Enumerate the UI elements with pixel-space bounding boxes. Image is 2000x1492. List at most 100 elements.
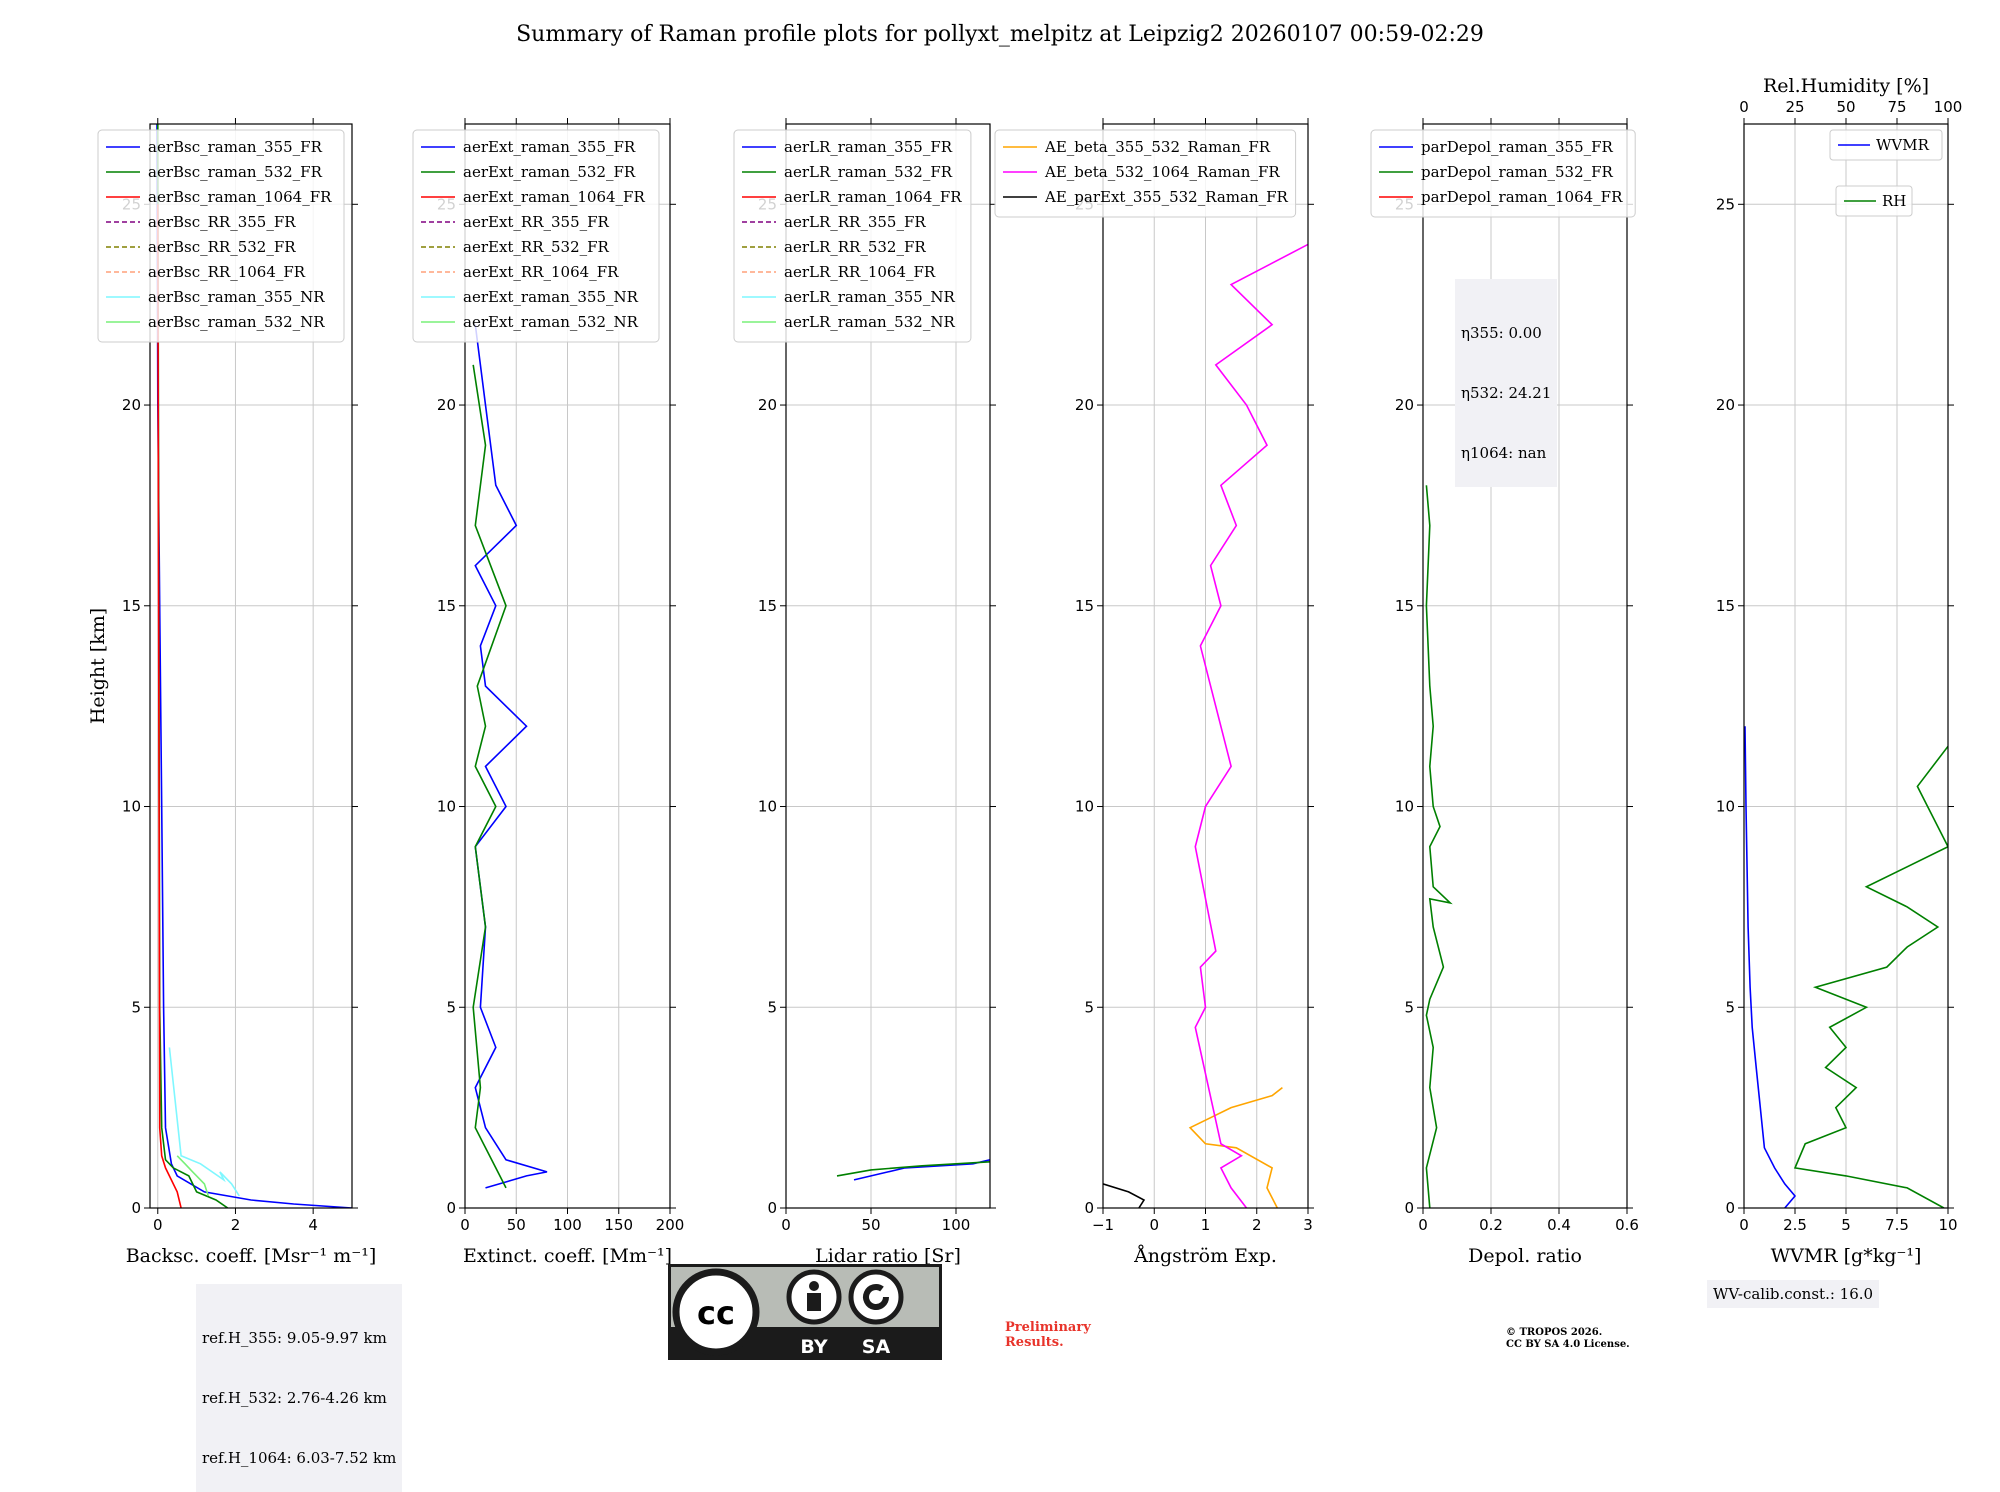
x-tick-label: 100 [553, 1216, 582, 1234]
preliminary-line-1: Preliminary [1005, 1320, 1091, 1335]
eta-box: η355: 0.00 η532: 24.21 η1064: nan [1455, 279, 1558, 487]
x-tick-label: −1 [1092, 1216, 1114, 1234]
y-tick-label: 5 [767, 998, 777, 1016]
wv-calib-box: WV-calib.const.: 16.0 [1707, 1280, 1880, 1308]
legend-label: aerBsc_raman_1064_FR [148, 188, 332, 206]
legend-label: AE_parExt_355_532_Raman_FR [1044, 188, 1289, 206]
y-tick-label: 15 [122, 597, 141, 615]
x-tick-label: 0 [460, 1216, 470, 1234]
y-tick-label: 20 [758, 396, 777, 414]
legend-label: aerLR_RR_355_FR [784, 213, 926, 231]
y-tick-label: 0 [1084, 1199, 1094, 1217]
legend-label: aerBsc_raman_532_FR [148, 163, 323, 181]
cc-text: cc [697, 1294, 735, 1332]
y-tick-label: 0 [1725, 1199, 1735, 1217]
x-tick-label: 0.2 [1479, 1216, 1503, 1234]
x-tick-label: 2.5 [1783, 1216, 1807, 1234]
y-tick-label: 25 [1716, 195, 1735, 213]
copyright-line-1: © TROPOS 2026. [1506, 1327, 1603, 1338]
legend: parDepol_raman_355_FR parDepol_raman_532_… [1370, 129, 1636, 218]
x-tick-label: 0 [1149, 1216, 1159, 1234]
y-tick-label: 15 [1395, 597, 1414, 615]
legend-label: aerLR_raman_355_NR [784, 288, 955, 306]
legend-box [412, 129, 660, 343]
x-tick-label: 0.6 [1615, 1216, 1639, 1234]
data-layer [1744, 726, 1948, 1208]
y-tick-label: 0 [446, 1199, 456, 1217]
x-tick-label: 50 [507, 1216, 526, 1234]
legend-label: aerLR_raman_355_FR [784, 138, 953, 156]
x-axis-label: WVMR [g*kg⁻¹] [1771, 1245, 1922, 1267]
legend-label: aerExt_RR_355_FR [463, 213, 610, 231]
axes-frame [1422, 123, 1628, 1209]
x-tick-label: 50 [861, 1216, 880, 1234]
series-line-aerBsc_raman_532_NR [176, 1155, 210, 1197]
top-axis-label: Rel.Humidity [%] [1763, 75, 1929, 97]
by-label: BY [800, 1336, 827, 1358]
series-line-aerBsc_raman_355_NR [168, 1047, 240, 1197]
y-tick-label: 10 [1395, 798, 1414, 816]
cc-icon [672, 1268, 760, 1356]
series-line-aerLR_raman_532_FR [836, 1161, 990, 1177]
x-axis-label: Backsc. coeff. [Msr⁻¹ m⁻¹] [126, 1245, 377, 1267]
top-tick-label: 50 [1836, 98, 1855, 116]
legend-label: aerLR_raman_532_FR [784, 163, 953, 181]
legend-RH: RH [1835, 185, 1913, 217]
series-line-aerExt_raman_532_FR [472, 364, 507, 1189]
legend: AE_beta_355_532_Raman_FR AE_beta_532_1064… [994, 129, 1297, 218]
legend-label: aerExt_RR_532_FR [463, 238, 610, 256]
x-tick-label: 4 [308, 1216, 318, 1234]
panel-3: 0501000510152025Lidar ratio [Sr]aerLR_ra… [733, 118, 996, 1267]
legend-label: aerLR_RR_532_FR [784, 238, 926, 256]
legend-label: aerLR_raman_1064_FR [784, 188, 962, 206]
series-line-AE_beta_355_532_Raman_FR [1188, 1086, 1283, 1208]
top-tick-label: 25 [1785, 98, 1804, 116]
legend-box [97, 129, 345, 343]
axes-frame [149, 123, 353, 1209]
sa-label: SA [862, 1336, 891, 1358]
figure-canvas: 0240510152025Backsc. coeff. [Msr⁻¹ m⁻¹]H… [87, 75, 1962, 1267]
legend-box [1829, 129, 1943, 161]
legend-label: aerBsc_raman_532_NR [148, 313, 325, 331]
x-tick-label: 3 [1303, 1216, 1313, 1234]
top-tick-label: 0 [1739, 98, 1749, 116]
y-tick-label: 10 [437, 798, 456, 816]
series-line-WVMR [1744, 726, 1797, 1208]
series-line-AE_parExt_355_532_Raman_FR [1103, 1183, 1146, 1208]
panel-1: 0240510152025Backsc. coeff. [Msr⁻¹ m⁻¹]H… [87, 118, 376, 1267]
preliminary-line-2: Results. [1005, 1335, 1064, 1350]
x-tick-label: 1 [1201, 1216, 1211, 1234]
sa-icon [848, 1269, 904, 1325]
data-layer [472, 324, 548, 1189]
x-tick-label: 150 [604, 1216, 633, 1234]
ref-h-532: ref.H_532: 2.76-4.26 km [202, 1389, 387, 1407]
series-line-aerBsc_raman_532_FR [157, 124, 229, 1208]
y-tick-label: 0 [767, 1199, 777, 1217]
legend-box [733, 129, 972, 343]
legend: aerExt_raman_355_FR aerExt_raman_532_FRae… [412, 129, 660, 343]
reference-height-box: ref.H_355: 9.05-9.97 km ref.H_532: 2.76-… [196, 1284, 403, 1492]
legend-label: aerBsc_RR_532_FR [148, 238, 296, 256]
preliminary-note: Preliminary Results. [1005, 1320, 1091, 1350]
legend-label: parDepol_raman_1064_FR [1421, 188, 1623, 206]
x-tick-label: 0.4 [1547, 1216, 1571, 1234]
x-tick-label: 10 [1938, 1216, 1957, 1234]
legend-label: aerExt_RR_1064_FR [463, 263, 619, 281]
x-tick-label: 0 [1418, 1216, 1428, 1234]
copyright-line-2: CC BY SA 4.0 License. [1506, 1339, 1630, 1350]
legend-label: AE_beta_532_1064_Raman_FR [1044, 163, 1280, 181]
series-line-aerBsc_raman_1064_FR [157, 204, 182, 1208]
y-tick-label: 10 [1716, 798, 1735, 816]
x-axis-label: Extinct. coeff. [Mm⁻¹] [463, 1245, 672, 1267]
axes-frame [785, 123, 991, 1209]
x-tick-label: 0 [153, 1216, 163, 1234]
y-tick-label: 15 [758, 597, 777, 615]
legend-label: aerBsc_raman_355_NR [148, 288, 325, 306]
legend-label: aerExt_raman_532_NR [463, 313, 639, 331]
x-tick-label: 200 [656, 1216, 685, 1234]
y-tick-label: 5 [1084, 998, 1094, 1016]
y-tick-label: 5 [1725, 998, 1735, 1016]
series-line-aerExt_raman_355_FR [474, 324, 548, 1189]
panel-5: 00.20.40.60510152025Depol. ratioparDepol… [1370, 118, 1639, 1267]
legend-label: parDepol_raman_355_FR [1421, 138, 1614, 156]
